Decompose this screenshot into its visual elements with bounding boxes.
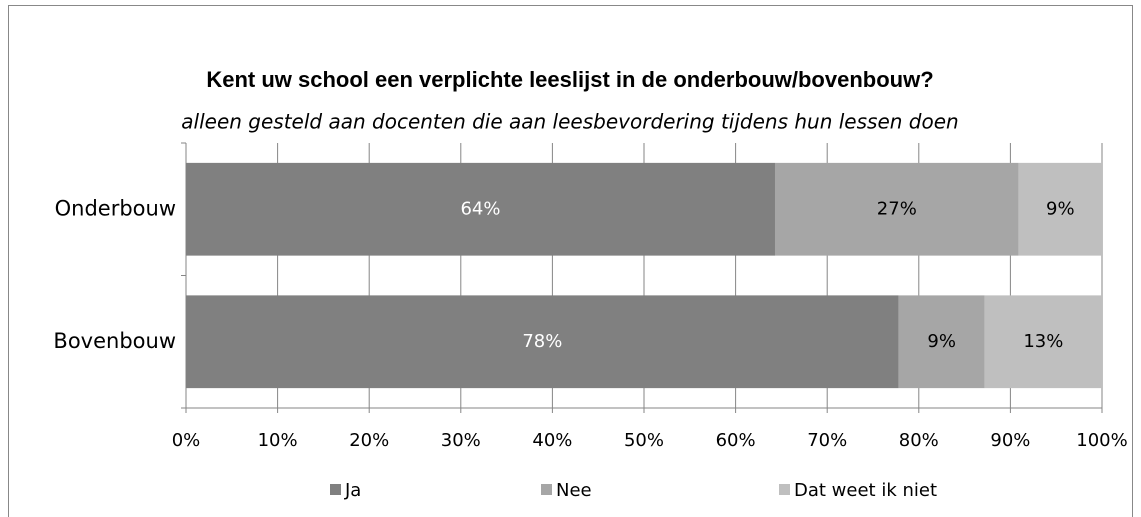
y-tick-label: Onderbouw (55, 196, 176, 220)
bar-segment (1018, 162, 1102, 256)
x-tick-label: 10% (258, 430, 298, 451)
bar-segment (186, 295, 899, 389)
bar-segment (898, 295, 985, 389)
x-tick-label: 100% (1076, 430, 1127, 451)
legend-label: Dat weet ik niet (794, 480, 937, 501)
x-tick-label: 50% (624, 430, 664, 451)
bar-segment (774, 162, 1019, 256)
data-label: 9% (1046, 198, 1075, 219)
data-label: 27% (877, 198, 917, 219)
legend-label: Nee (556, 480, 592, 501)
x-tick-label: 60% (716, 430, 756, 451)
x-tick-label: 40% (532, 430, 572, 451)
x-tick-label: 90% (990, 430, 1030, 451)
bar-segment (186, 162, 775, 256)
x-tick-label: 20% (349, 430, 389, 451)
legend-swatch (330, 484, 341, 495)
data-label: 64% (460, 198, 500, 219)
chart-title: Kent uw school een verplichte leeslijst … (206, 67, 933, 92)
x-tick-label: 30% (441, 430, 481, 451)
legend-swatch (779, 484, 790, 495)
legend-swatch (541, 484, 552, 495)
x-tick-label: 80% (899, 430, 939, 451)
chart-subtitle: alleen gesteld aan docenten die aan lees… (181, 110, 958, 134)
bar-segment (984, 295, 1102, 389)
data-label: 78% (522, 331, 562, 352)
chart-frame (8, 5, 1133, 517)
data-label: 13% (1023, 331, 1063, 352)
y-tick-label: Bovenbouw (53, 329, 176, 353)
legend-label: Ja (344, 480, 361, 501)
x-tick-label: 0% (172, 430, 201, 451)
data-label: 9% (927, 331, 956, 352)
x-tick-label: 70% (807, 430, 847, 451)
